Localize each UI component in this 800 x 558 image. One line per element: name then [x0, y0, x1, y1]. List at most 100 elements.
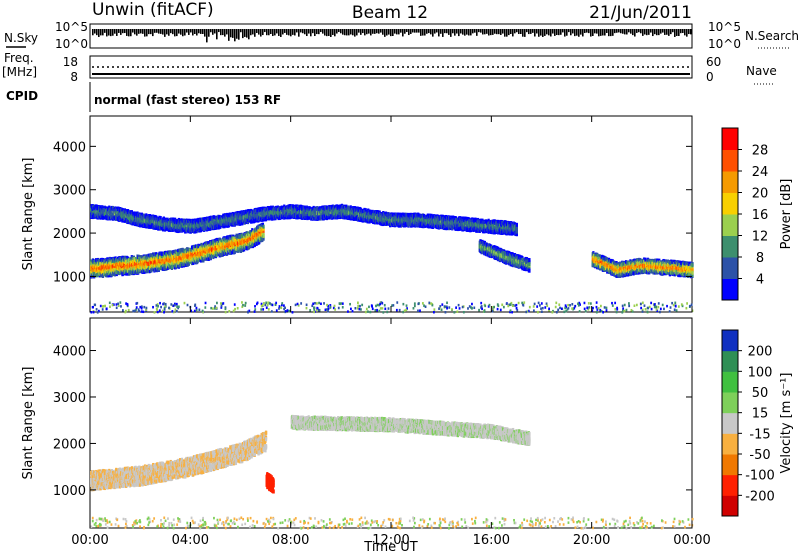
power-cell — [656, 308, 658, 311]
nsky-bar — [166, 29, 168, 34]
power-cell — [96, 308, 98, 311]
nsky-bar — [292, 29, 294, 35]
nsky-bar — [486, 29, 488, 34]
nsky-bar — [358, 29, 360, 33]
nsky-bar — [260, 29, 262, 37]
nsky-bar — [560, 29, 562, 35]
nsky-bar — [184, 29, 186, 36]
nsky-bar — [620, 29, 622, 33]
power-cell — [503, 306, 505, 309]
nsky-bar — [266, 29, 268, 35]
power-cell — [428, 302, 430, 305]
power-cell — [338, 307, 340, 310]
power-cell — [592, 307, 594, 310]
power-cell — [422, 302, 424, 305]
power-cell — [525, 311, 527, 314]
power-cell — [493, 306, 495, 309]
power-cell — [297, 303, 299, 306]
power-cell — [260, 308, 262, 311]
power-cell — [561, 307, 563, 310]
nsky-bar — [584, 29, 586, 33]
power-cell — [529, 306, 531, 309]
power-cell — [143, 306, 145, 309]
power-cell — [463, 311, 465, 314]
power-cell — [565, 304, 567, 307]
nsky-bar — [276, 29, 278, 33]
nsky-bar — [284, 29, 286, 33]
power-cell — [541, 302, 543, 305]
nsky-bar — [304, 29, 306, 34]
nsky-bar — [436, 29, 438, 32]
power-cell — [320, 303, 322, 306]
nsky-bar — [316, 29, 318, 34]
nsky-bar — [144, 29, 146, 37]
power-cell — [568, 307, 570, 310]
power-cell — [357, 302, 359, 305]
nsky-bar — [132, 29, 134, 33]
power-cell — [386, 311, 388, 314]
nsky-bar — [596, 29, 598, 34]
nsky-bar — [160, 29, 162, 34]
power-cell — [473, 307, 475, 310]
power-cell — [651, 308, 653, 311]
nsky-bar — [460, 29, 462, 33]
power-cell — [628, 305, 630, 308]
power-cell — [212, 307, 214, 310]
power-cell — [663, 308, 665, 311]
nsky-bar — [430, 29, 432, 34]
nsky-bar — [672, 29, 674, 32]
power-cell — [103, 305, 105, 308]
power-cell — [347, 310, 349, 313]
power-cell — [117, 303, 119, 306]
power-cell — [433, 308, 435, 311]
nsearch-tick-top: 10^5 — [708, 20, 741, 34]
power-cell — [281, 302, 283, 305]
nave-label: Nave — [746, 64, 777, 78]
nsky-bar — [462, 29, 464, 35]
nsky-bar — [686, 29, 688, 37]
nsky-bar — [690, 29, 692, 34]
power-cell — [563, 311, 565, 314]
nsky-bar — [550, 29, 552, 36]
power-cell — [371, 304, 373, 307]
power-cell — [417, 310, 419, 313]
power-cell — [671, 302, 673, 305]
nsky-bar — [330, 29, 332, 37]
power-cell — [128, 309, 130, 312]
power-cell — [497, 308, 499, 311]
nsky-bar — [118, 29, 120, 33]
nsky-bar — [172, 29, 174, 34]
nsky-bar — [348, 29, 350, 35]
power-cell — [511, 311, 513, 314]
nsearch-label: N.Search — [745, 29, 799, 43]
freq-label: Freq. — [4, 51, 34, 65]
power-cell — [194, 304, 196, 307]
nsky-bar — [466, 29, 468, 35]
nsky-bar — [562, 29, 564, 32]
power-cell — [132, 310, 134, 313]
beam-title: Beam 12 — [352, 3, 428, 23]
power-cell — [674, 302, 676, 305]
power-cell — [604, 306, 606, 309]
power-cell — [122, 309, 124, 312]
nsky-bar — [368, 29, 370, 34]
nsky-bar — [168, 29, 170, 36]
nsky-bar — [586, 29, 588, 33]
power-cell — [658, 302, 660, 305]
power-cell — [225, 308, 227, 311]
nsky-bar — [146, 29, 148, 36]
power-cell — [160, 306, 162, 309]
nsky-bar — [530, 29, 532, 34]
nsky-bar — [422, 29, 424, 36]
power-cell — [413, 307, 415, 310]
nsky-bar — [206, 29, 208, 42]
power-cell — [205, 302, 207, 305]
nsky-bar — [148, 29, 150, 34]
nsky-bar — [110, 29, 112, 36]
nsky-label: N.Sky — [4, 31, 38, 45]
power-cell — [453, 311, 455, 314]
nsky-bar — [130, 29, 132, 36]
nsky-bar — [288, 29, 290, 35]
power-cell — [365, 311, 367, 314]
